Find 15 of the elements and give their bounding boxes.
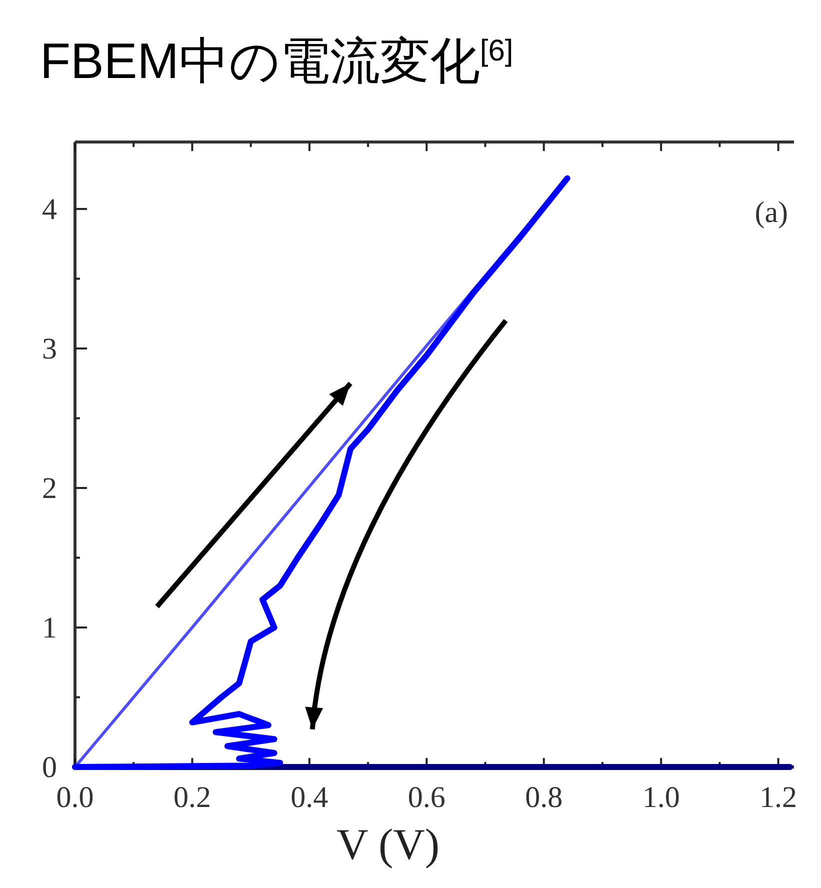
y-tick-label: 3 xyxy=(42,332,57,366)
x-tick-label: 0.6 xyxy=(408,781,446,814)
x-tick-label: 0.8 xyxy=(525,781,563,814)
y-tick-label: 0 xyxy=(42,751,57,784)
x-tick-label: 1.0 xyxy=(642,781,680,814)
x-axis-title: V (V) xyxy=(336,820,440,869)
x-tick-label: 1.2 xyxy=(760,781,798,814)
y-tick-label: 2 xyxy=(42,472,57,505)
x-tick-label: 0.0 xyxy=(56,781,94,814)
annotation: (a) xyxy=(754,196,788,229)
y-tick-label: 1 xyxy=(42,611,57,644)
x-tick-label: 0.2 xyxy=(173,781,211,814)
chart-title: FBEM中の電流変化$^{[6]}$ xyxy=(40,32,514,91)
x-tick-label: 0.4 xyxy=(290,781,328,814)
y-tick-label: 4 xyxy=(42,192,57,226)
